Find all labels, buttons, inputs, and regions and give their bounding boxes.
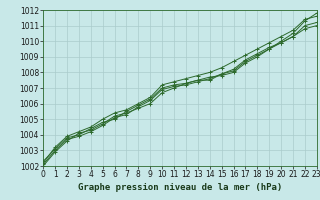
X-axis label: Graphe pression niveau de la mer (hPa): Graphe pression niveau de la mer (hPa) bbox=[78, 183, 282, 192]
